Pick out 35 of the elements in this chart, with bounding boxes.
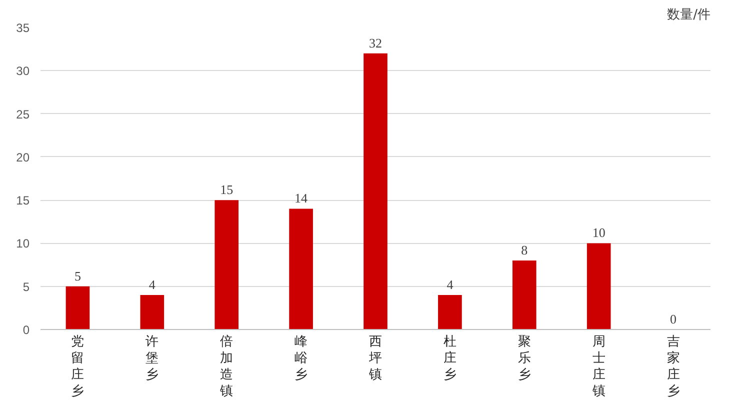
data-label: 32 [369, 35, 382, 50]
y-tick-label: 5 [22, 280, 30, 294]
data-label: 4 [446, 276, 454, 292]
x-tick-label: 倍加造镇 [219, 334, 234, 399]
x-tick-label: 峰峪乡 [294, 334, 308, 382]
data-label: 5 [74, 268, 81, 284]
bar [214, 200, 239, 330]
bar [364, 53, 388, 330]
x-tick-label: 周士庄镇 [591, 334, 606, 399]
x-tick-label: 党留庄乡 [71, 334, 84, 399]
y-tick-label: 25 [16, 107, 30, 122]
x-tick-label: 吉家庄乡 [666, 334, 680, 399]
data-label: 0 [670, 312, 677, 326]
bar [140, 294, 164, 330]
data-label: 10 [592, 225, 606, 240]
data-label: 8 [521, 242, 528, 258]
x-tick-label: 杜庄乡 [443, 334, 456, 382]
x-tick-label: 许堡乡 [146, 334, 159, 382]
bar [289, 208, 313, 330]
y-tick-label: 30 [16, 64, 30, 78]
x-tick-label: 聚乐乡 [518, 334, 531, 382]
data-label: 15 [220, 182, 234, 198]
x-tick-label: 西坪镇 [368, 334, 382, 382]
y-tick-label: 20 [16, 150, 30, 164]
y-tick-label: 15 [16, 194, 30, 208]
data-label: 14 [294, 190, 308, 206]
y-tick-label: 0 [22, 323, 30, 337]
bar [66, 286, 90, 330]
y-tick-label: 35 [16, 21, 30, 35]
bar [438, 294, 462, 330]
data-label: 4 [148, 276, 156, 292]
bar [512, 260, 536, 330]
y-tick-label: 10 [16, 236, 30, 251]
bar [586, 243, 611, 330]
y-axis-title: 数量/件 [667, 8, 711, 22]
